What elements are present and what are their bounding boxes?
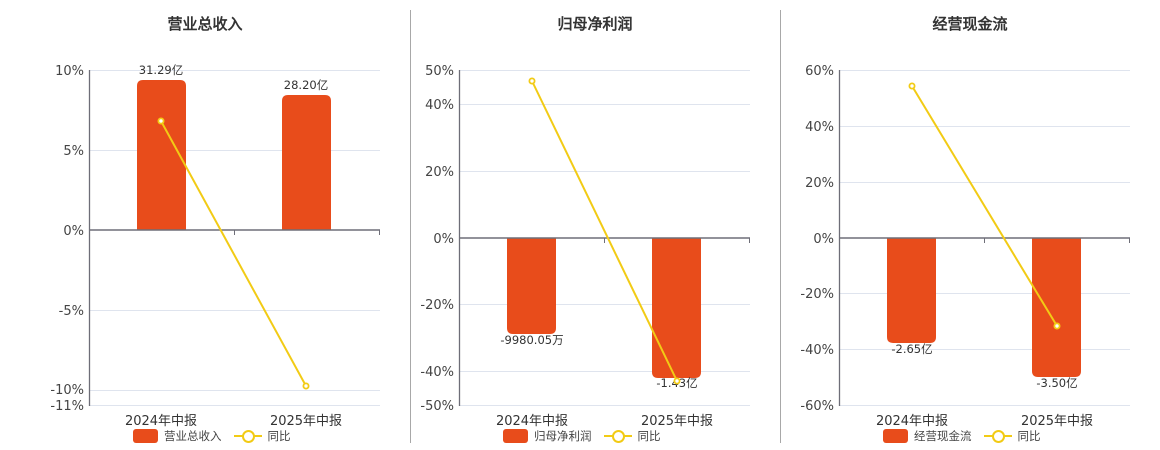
x-category-label: 2025年中报 [1021,414,1093,429]
legend-line-circle-icon[interactable] [233,429,262,443]
y-tick: 20% [805,176,834,191]
yoy-point[interactable] [302,382,310,390]
bar-2025[interactable] [1032,238,1081,377]
y-tick: 50% [425,64,454,79]
legend-bar-swatch-icon[interactable] [883,429,908,443]
chart-net-profit: 归母净利润 50% 40% 20% 0% -20% -40% -50% -998… [410,0,780,450]
legend-line-circle-icon[interactable] [983,429,1012,443]
chart-title: 营业总收入 [167,15,243,33]
bar-value-label: -3.50亿 [1036,376,1077,390]
bar-2025[interactable] [282,95,331,230]
legend-line-label[interactable]: 同比 [637,429,661,443]
legend: 营业总收入 同比 [133,427,291,445]
bar-2024[interactable] [137,80,186,230]
y-tick: -20% [800,287,834,302]
y-tick: -20% [420,298,454,313]
legend-line-label[interactable]: 同比 [267,429,291,443]
y-tick: -40% [420,365,454,380]
chart-operating-cashflow-plot: 60% 40% 20% 0% -20% -40% -60% -2.65亿 -3.… [800,64,1130,429]
bar-2025[interactable] [652,238,701,378]
legend-bar-label[interactable]: 经营现金流 [914,429,972,443]
yoy-line [160,120,307,387]
x-category-label: 2024年中报 [125,414,197,429]
y-tick: 0% [433,232,454,247]
legend-line-circle-icon[interactable] [603,429,632,443]
y-tick: 60% [805,64,834,79]
y-tick: -50% [420,399,454,414]
panel-divider [410,10,411,443]
x-category-label: 2024年中报 [876,414,948,429]
y-tick: 0% [63,224,84,239]
y-tick: 20% [425,165,454,180]
y-tick: 10% [55,64,84,79]
x-category-label: 2025年中报 [270,414,342,429]
x-category-label: 2025年中报 [641,414,713,429]
legend-bar-label[interactable]: 归母净利润 [534,429,592,443]
yoy-point[interactable] [908,82,916,90]
legend-bar-label[interactable]: 营业总收入 [164,429,222,443]
chart-title: 归母净利润 [557,15,633,33]
y-tick: 40% [425,98,454,113]
yoy-point[interactable] [528,77,536,85]
legend-line-label[interactable]: 同比 [1017,429,1041,443]
chart-operating-cashflow: 经营现金流 60% 40% 20% 0% -20% -40% -60% -2.6… [780,0,1160,450]
chart-net-profit-plot: 50% 40% 20% 0% -20% -40% -50% -9980.05万 … [420,64,750,429]
bar-value-label: 31.29亿 [139,63,183,77]
yoy-line [911,85,1058,327]
yoy-point[interactable] [1053,322,1061,330]
y-tick: -11% [50,399,84,414]
yoy-line [531,80,678,382]
legend: 归母净利润 同比 [503,427,661,445]
legend: 经营现金流 同比 [883,427,1041,445]
y-tick: 5% [63,144,84,159]
legend-bar-swatch-icon[interactable] [133,429,158,443]
bar-value-label: -9980.05万 [500,333,563,347]
legend-bar-swatch-icon[interactable] [503,429,528,443]
y-tick: -10% [50,383,84,398]
yoy-point[interactable] [673,377,681,385]
chart-title: 经营现金流 [932,15,1008,33]
panel-divider [780,10,781,443]
chart-revenue-plot: 10% 5% 0% -5% -10% -11% 31.29亿 28.20亿 20… [50,63,380,429]
y-tick: 40% [805,120,834,135]
bar-value-label: 28.20亿 [284,78,328,92]
bar-value-label: -2.65亿 [891,342,932,356]
gridlines [90,70,380,406]
y-tick: -40% [800,343,834,358]
bar-2024[interactable] [887,238,936,343]
bar-2024[interactable] [507,238,556,334]
y-tick: -60% [800,399,834,414]
x-category-label: 2024年中报 [496,414,568,429]
yoy-point[interactable] [157,117,165,125]
y-tick: 0% [813,232,834,247]
y-tick: -5% [59,304,84,319]
gridlines [840,70,1130,406]
chart-revenue: 营业总收入 10% 5% 0% -5% -10% -11% 31.29亿 28.… [0,0,410,450]
